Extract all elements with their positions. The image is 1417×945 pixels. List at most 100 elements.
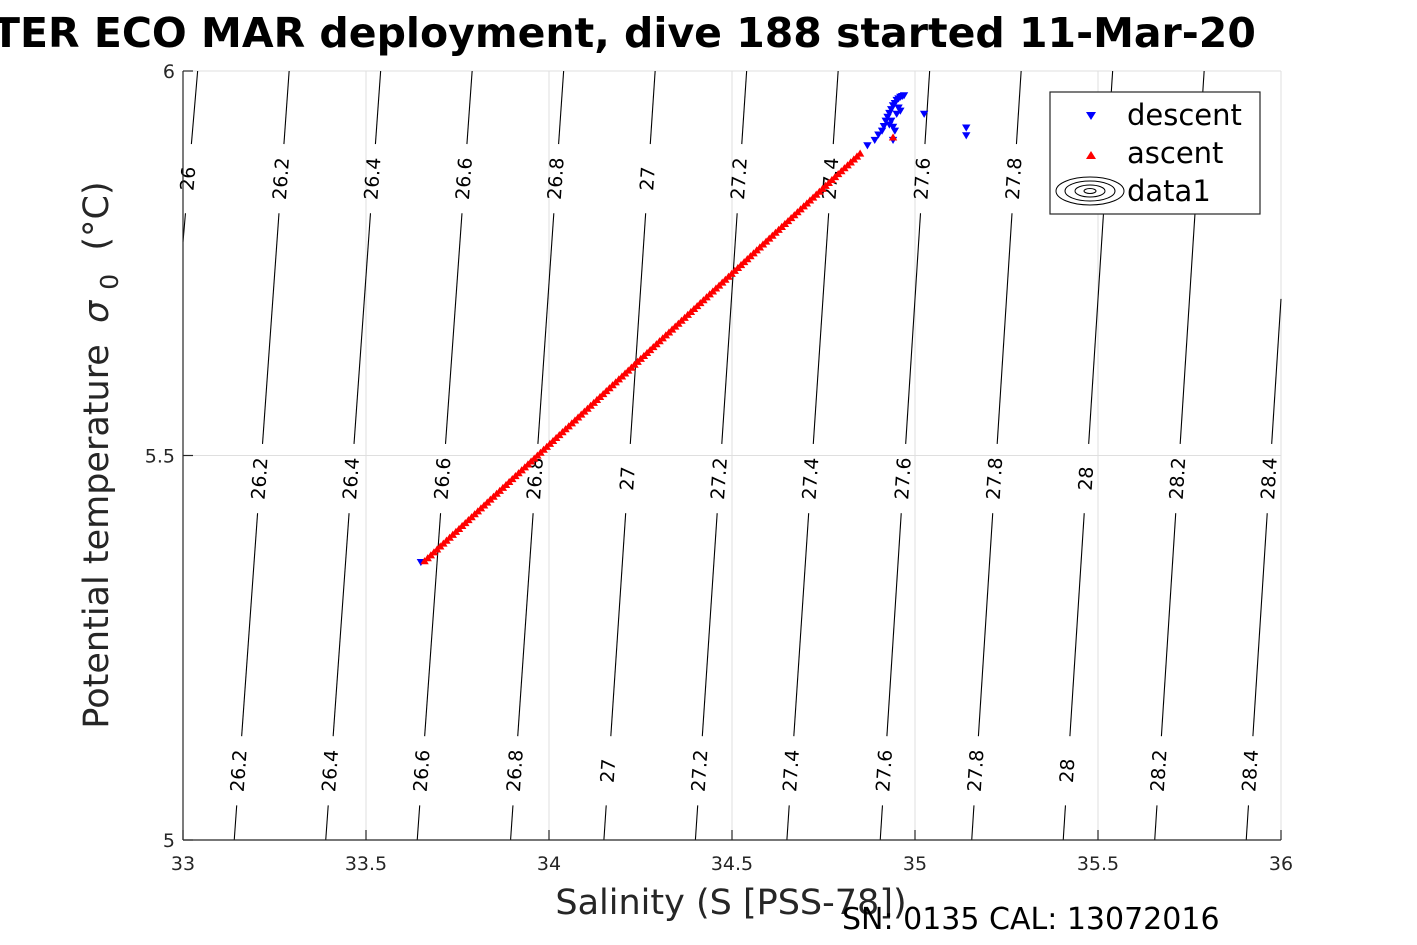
contour-label: 26.8 <box>503 749 528 793</box>
contour-line <box>1271 298 1282 445</box>
contour-line <box>1252 513 1268 737</box>
contour-line <box>879 805 884 841</box>
contour-label: 27 <box>597 758 621 784</box>
y-tick-label: 6 <box>163 61 175 83</box>
contour-line <box>793 513 810 737</box>
contour-line <box>374 70 382 145</box>
legend: descent ascent data1 <box>1049 91 1261 215</box>
y-axis-label: Potential temperature σ 0 (°C) <box>77 181 124 728</box>
contour-line <box>694 805 699 841</box>
contour-line <box>886 513 902 737</box>
contour-line <box>416 805 421 841</box>
contour-label: 26.2 <box>269 157 294 201</box>
contour-line <box>832 70 839 145</box>
contour-line <box>466 70 473 145</box>
contour-label: 26 <box>176 166 200 192</box>
x-tick-label: 35.5 <box>1077 853 1119 875</box>
contour-line <box>924 70 931 145</box>
y-tick-label: 5 <box>163 830 175 852</box>
contour-label: 28.2 <box>1147 749 1172 793</box>
x-tick-label: 36 <box>1269 853 1293 875</box>
x-tick-label: 35 <box>903 853 927 875</box>
chart-title: TER ECO MAR deployment, dive 188 started… <box>0 9 1256 57</box>
contour-label: 27.2 <box>707 457 732 501</box>
contour-label: 27.4 <box>779 749 804 793</box>
descent-point <box>962 132 971 140</box>
contour-line <box>537 213 555 445</box>
descent-point <box>863 142 872 150</box>
contour-line <box>332 513 350 737</box>
descent-point <box>962 124 971 132</box>
contour-label: 26.6 <box>410 749 435 793</box>
descent-point <box>892 110 901 118</box>
descent-point <box>874 131 883 139</box>
contour-label: 27.8 <box>983 457 1008 501</box>
contour-label: 28.2 <box>1166 457 1191 501</box>
contour-label: 27.2 <box>688 749 713 793</box>
contour-label: 27.6 <box>872 749 897 793</box>
descent-point <box>879 123 889 131</box>
legend-descent-label: descent <box>1127 98 1242 132</box>
x-tick-label: 34.5 <box>711 853 753 875</box>
contour-line <box>977 513 994 737</box>
descent-point <box>885 121 894 129</box>
contour-line <box>786 805 790 841</box>
y-axis-label-sigma: σ <box>77 299 117 323</box>
contour-label: 26.6 <box>431 457 456 501</box>
contour-label: 26.4 <box>339 457 364 501</box>
contour-line <box>721 213 738 445</box>
contour-line <box>629 213 647 445</box>
contour-label: 27.2 <box>727 157 752 201</box>
contour-line <box>353 213 372 445</box>
contour-label: 26.2 <box>248 457 273 501</box>
contour-line <box>1015 70 1022 145</box>
contour-label: 26.4 <box>318 749 343 793</box>
contour-line <box>996 213 1013 445</box>
legend-ascent-marker <box>1086 151 1096 159</box>
contour-line <box>233 805 238 841</box>
y-axis-label-sub: 0 <box>95 274 124 290</box>
contour-line <box>971 805 975 841</box>
contour-line <box>558 70 565 145</box>
ascent-point <box>855 149 865 157</box>
contour-line <box>444 213 463 445</box>
contour-line <box>905 213 922 445</box>
contour-line <box>241 513 259 737</box>
descent-point <box>870 136 879 144</box>
contour-line <box>325 805 329 841</box>
descent-point <box>890 127 900 135</box>
contour-label: 27.8 <box>1002 157 1027 201</box>
contour-label: 27.4 <box>799 457 824 501</box>
contour-line <box>1069 513 1085 737</box>
contour-label: 27.6 <box>891 457 916 501</box>
y-axis-label-unit: (°C) <box>77 181 117 250</box>
x-tick-label: 33.5 <box>345 853 387 875</box>
contour-line <box>517 513 534 737</box>
density-contours: 26 26.2 26.2 26.2 26.4 26.4 26.4 26.6 26.6 26.6 26… <box>176 70 1282 841</box>
contour-line <box>812 213 830 445</box>
x-axis-label: Salinity (S [PSS-78]) <box>555 883 906 923</box>
contour-line <box>610 513 627 737</box>
contour-line <box>1154 805 1158 841</box>
contour-label: 26.8 <box>544 157 569 201</box>
descent-point <box>919 110 929 118</box>
descent-point <box>896 107 905 115</box>
legend-ascent-label: ascent <box>1127 136 1223 170</box>
contour-line <box>510 805 514 841</box>
contour-line <box>1062 805 1067 841</box>
contour-label: 27.6 <box>910 157 935 201</box>
x-tick-label: 34 <box>537 853 561 875</box>
contour-label: 27.8 <box>964 749 989 793</box>
legend-data1-marker <box>1055 176 1125 206</box>
contour-line <box>261 213 280 445</box>
contour-label: 28 <box>1056 758 1080 784</box>
contour-label: 26.4 <box>360 157 385 201</box>
contour-label: 28 <box>1075 466 1099 492</box>
contour-line <box>1160 513 1177 737</box>
legend-box <box>1049 91 1261 215</box>
y-tick-label: 5.5 <box>145 446 175 468</box>
contour-label: 26.6 <box>452 157 477 201</box>
axes: 33 33.5 34 34.5 35 35.5 36 5 5.5 6 <box>145 61 1293 875</box>
contour-label: 28.4 <box>1238 749 1263 793</box>
contour-label: 26.2 <box>227 749 252 793</box>
